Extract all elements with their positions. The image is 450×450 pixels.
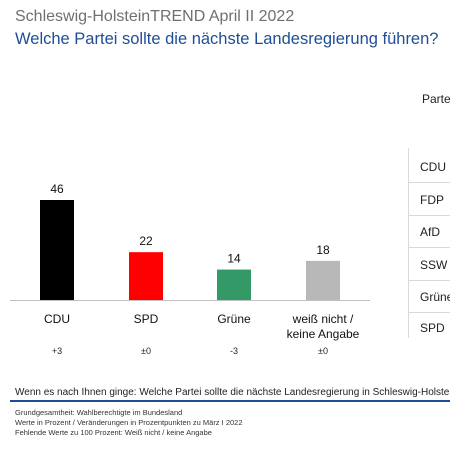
- category-label: keine Angabe: [287, 327, 360, 341]
- category-label: Grüne: [217, 312, 251, 326]
- category-label: SPD: [134, 312, 159, 326]
- question-text: Wenn es nach Ihnen ginge: Welche Partei …: [15, 387, 450, 398]
- footnote-units: Werte in Prozent / Veränderungen in Proz…: [15, 418, 243, 427]
- footer-rule: [10, 400, 450, 402]
- side-table-separator: [408, 247, 450, 248]
- value-label: 46: [50, 182, 64, 196]
- side-table-divider: [408, 148, 409, 338]
- chart-title: Schleswig-HolsteinTREND April II 2022: [15, 8, 295, 25]
- value-label: 14: [227, 252, 241, 266]
- category-label: weiß nicht /: [292, 312, 354, 326]
- side-table-separator: [408, 182, 450, 183]
- change-label: +3: [52, 346, 62, 356]
- side-table-separator: [408, 280, 450, 281]
- side-table-separator: [408, 215, 450, 216]
- change-label: ±0: [141, 346, 151, 356]
- bar: [40, 200, 74, 300]
- bar: [306, 260, 340, 300]
- bar: [217, 269, 251, 300]
- side-table-item: SPD: [420, 321, 445, 335]
- footnote-missing: Fehlende Werte zu 100 Prozent: Weiß nich…: [15, 428, 212, 437]
- footnote-population: Grundgesamtheit: Wahlberechtigte im Bund…: [15, 408, 183, 417]
- side-table-header: Parte: [422, 92, 450, 106]
- bar-chart: 46 CDU +3 22 SPD ±0 14 Grüne -3 18 weiß nicht /kei…: [10, 182, 370, 356]
- chart-subtitle: Welche Partei sollte die nächste Landesr…: [15, 30, 439, 48]
- side-table-item: AfD: [420, 225, 441, 239]
- value-label: 18: [316, 243, 330, 257]
- side-table-item: Grüne: [420, 290, 450, 304]
- change-label: ±0: [318, 346, 328, 356]
- side-table-item: FDP: [420, 193, 444, 207]
- change-label: -3: [230, 346, 238, 356]
- side-table-item: CDU: [420, 160, 446, 174]
- side-table-separator: [408, 312, 450, 313]
- side-table-item: SSW: [420, 258, 448, 272]
- category-label: CDU: [44, 312, 70, 326]
- bar: [129, 252, 163, 300]
- value-label: 22: [139, 234, 153, 248]
